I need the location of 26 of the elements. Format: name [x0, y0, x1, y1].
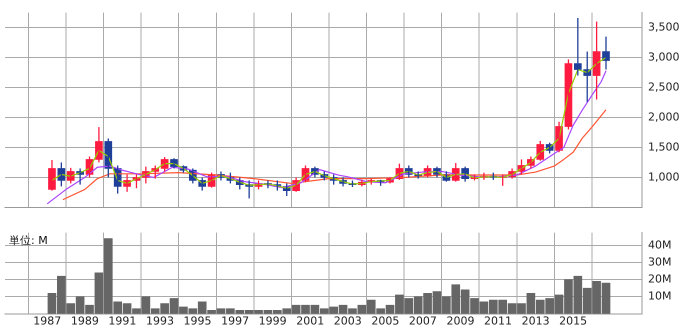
y-tick-label: 2,000: [648, 110, 680, 124]
y-tick-label: 3,500: [648, 20, 680, 34]
x-tick-label: 1995: [184, 314, 212, 328]
annotation: 単位: M: [9, 234, 48, 247]
y-tick-label: 2,500: [648, 80, 680, 94]
y-tick-label: 10M: [648, 290, 672, 303]
x-tick-label: 1993: [146, 314, 174, 328]
x-tick-label: 2005: [371, 314, 400, 328]
x-tick-label: 2015: [559, 314, 588, 328]
x-tick-label: 1987: [33, 314, 62, 328]
x-tick-label: 2011: [484, 314, 512, 328]
y-tick-label: 1,500: [648, 140, 680, 154]
y-tick-label: 30M: [648, 255, 672, 268]
x-tick-label: 1989: [70, 314, 99, 328]
y-tick-label: 20M: [648, 272, 672, 286]
x-tick-label: 1991: [108, 314, 136, 328]
y-tick-label: 40M: [648, 238, 672, 252]
x-tick-label: 2003: [334, 314, 362, 328]
x-tick-label: 1999: [258, 314, 287, 328]
x-tick-label: 2009: [446, 314, 474, 328]
x-tick-label: 2001: [296, 314, 324, 328]
x-tick-label: 2013: [522, 314, 550, 328]
y-tick-label: 1,000: [648, 170, 680, 184]
x-tick-label: 1997: [221, 314, 250, 328]
y-tick-label: 3,000: [648, 50, 680, 64]
x-tick-label: 2007: [408, 314, 437, 328]
